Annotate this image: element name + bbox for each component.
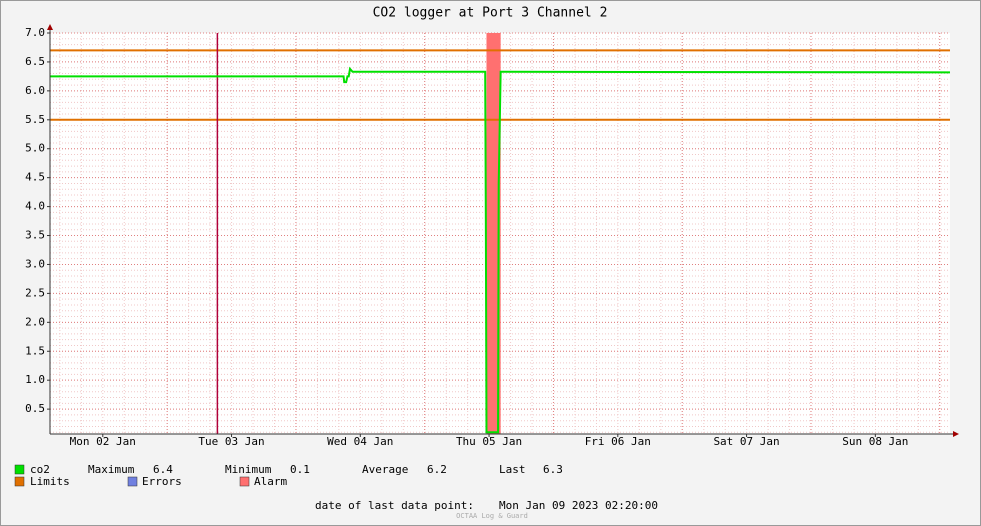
y-tick-label: 4.0: [25, 200, 45, 213]
y-tick-label: 1.5: [25, 344, 45, 357]
chart-title: CO2 logger at Port 3 Channel 2: [373, 6, 608, 21]
x-tick-label: Mon 02 Jan: [70, 435, 136, 448]
legend-stat-label: Minimum: [225, 463, 272, 476]
y-tick-label: 4.5: [25, 171, 45, 184]
legend-label: Limits: [30, 475, 70, 488]
y-tick-label: 3.0: [25, 257, 45, 270]
legend-stat-label: Maximum: [88, 463, 135, 476]
alarm-band: [486, 33, 501, 434]
y-tick-label: 6.0: [25, 84, 45, 97]
y-tick-label: 0.5: [25, 402, 45, 415]
x-tick-label: Sun 08 Jan: [842, 435, 908, 448]
x-tick-label: Sat 07 Jan: [713, 435, 779, 448]
series-line: [50, 66, 951, 434]
legend-stat-value: 0.1: [290, 463, 310, 476]
legend-label: Errors: [142, 475, 182, 488]
legend-label: Alarm: [254, 475, 287, 488]
y-tick-label: 5.5: [25, 113, 45, 126]
footer-label: date of last data point:: [315, 499, 474, 512]
x-tick-label: Fri 06 Jan: [585, 435, 651, 448]
y-arrow: [47, 24, 53, 30]
x-tick-label: Wed 04 Jan: [327, 435, 393, 448]
y-tick-label: 1.0: [25, 373, 45, 386]
legend-stat-value: 6.3: [543, 463, 563, 476]
y-tick-label: 7.0: [25, 26, 45, 39]
legend-swatch: [14, 476, 25, 487]
legend-label: co2: [30, 463, 50, 476]
marks: [50, 33, 951, 434]
y-tick-label: 5.0: [25, 142, 45, 155]
footer-value: Mon Jan 09 2023 02:20:00: [499, 499, 658, 512]
legend-stat-value: 6.2: [427, 463, 447, 476]
x-tick-label: Tue 03 Jan: [198, 435, 264, 448]
y-tick-label: 3.5: [25, 229, 45, 242]
legend-stat-label: Average: [362, 463, 408, 476]
legend-stat-value: 6.4: [153, 463, 173, 476]
legend-stat-label: Last: [499, 463, 526, 476]
legend-swatch: [239, 476, 250, 487]
y-tick-label: 2.0: [25, 315, 45, 328]
y-tick-label: 6.5: [25, 55, 45, 68]
legend-swatch: [14, 464, 25, 475]
legend-swatch: [127, 476, 138, 487]
y-tick-label: 2.5: [25, 286, 45, 299]
x-arrow: [953, 431, 959, 437]
watermark: OCTAA Log & Guard: [456, 512, 528, 520]
x-tick-label: Thu 05 Jan: [456, 435, 522, 448]
